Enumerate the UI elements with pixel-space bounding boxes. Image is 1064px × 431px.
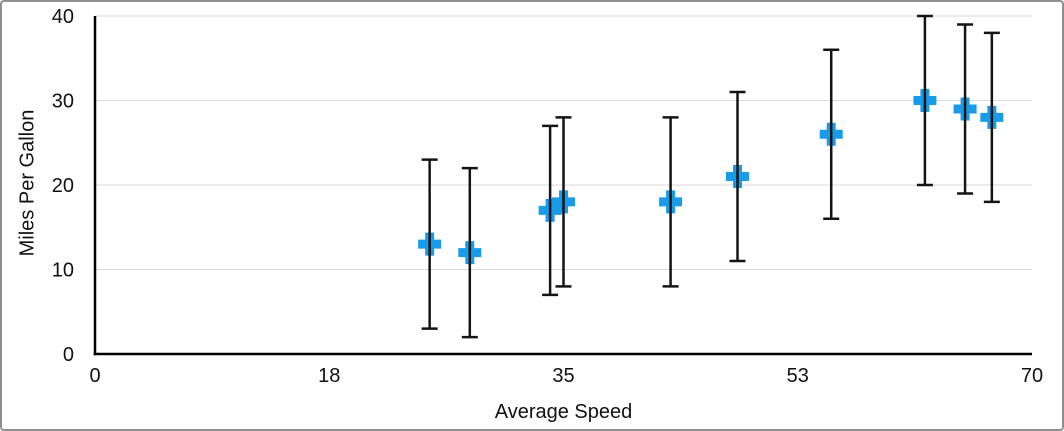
y-axis-title: Miles Per Gallon	[16, 109, 39, 257]
x-tick-label: 18	[318, 365, 340, 387]
x-tick-label: 70	[1021, 365, 1043, 387]
x-tick-label: 0	[89, 365, 100, 387]
x-axis-title: Average Speed	[494, 401, 633, 423]
y-tick-label: 40	[52, 6, 74, 28]
x-tick-label: 53	[787, 365, 809, 387]
y-tick-label: 30	[52, 91, 74, 113]
y-tick-label: 10	[52, 260, 74, 282]
x-tick-label: 35	[552, 365, 574, 387]
y-tick-label: 20	[52, 175, 74, 197]
y-tick-label: 0	[63, 344, 74, 366]
